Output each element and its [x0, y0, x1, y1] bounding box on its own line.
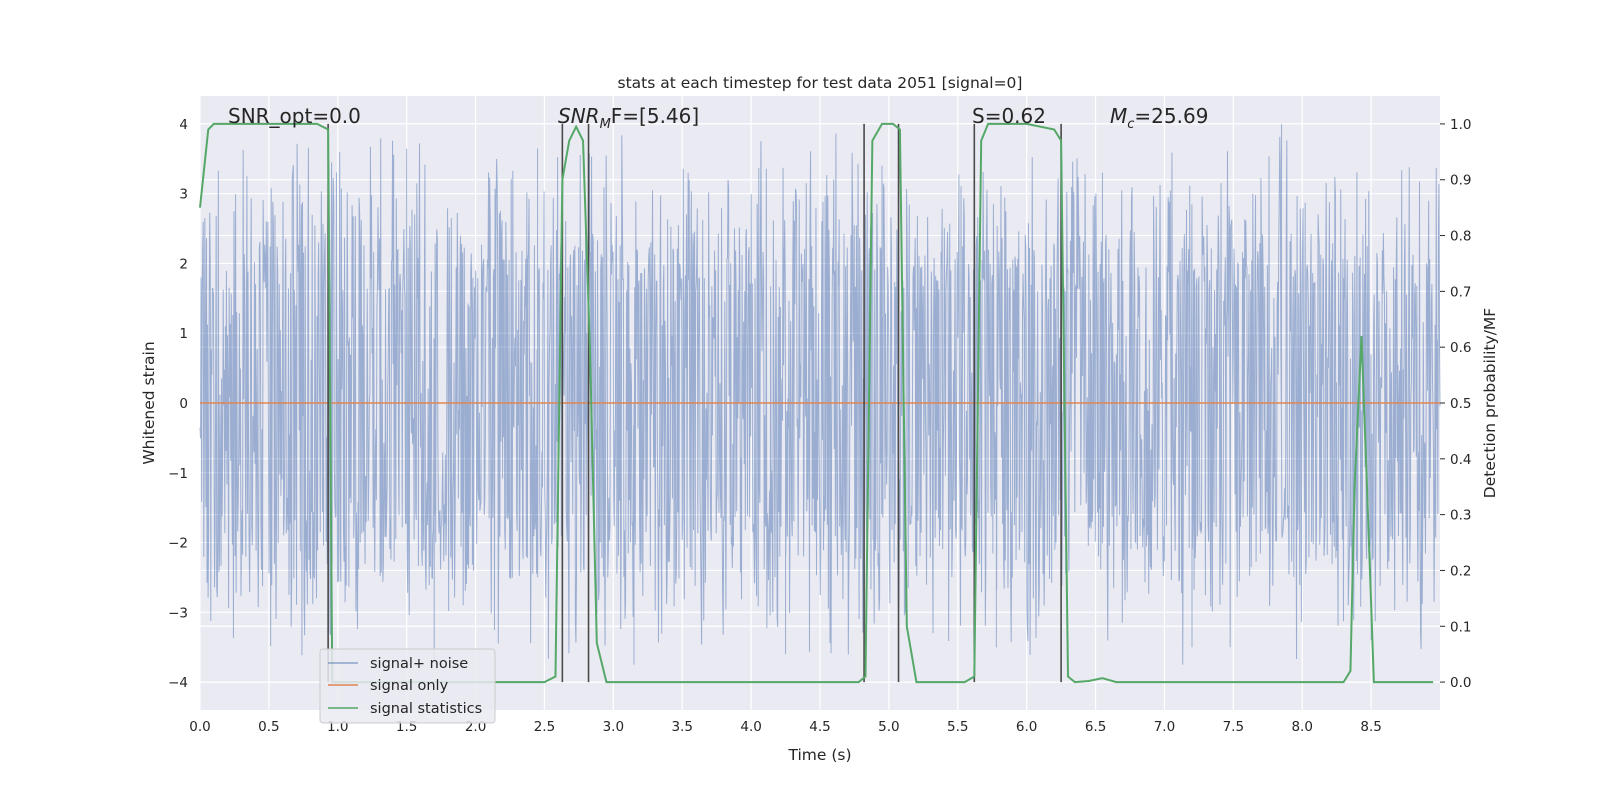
y-tick-label-right: 0.3 — [1450, 508, 1471, 524]
annotation-snr-mf-label: SNR — [558, 104, 600, 128]
annotation-s: S=0.62 — [972, 104, 1046, 128]
x-tick-label: 0.0 — [189, 719, 210, 735]
annotation-snr-opt: SNR_opt=0.0 — [228, 104, 361, 128]
series-signal-noise — [199, 123, 1441, 665]
x-tick-label: 3.5 — [671, 719, 692, 735]
chart-title: stats at each timestep for test data 205… — [618, 74, 1023, 92]
x-axis-title: Time (s) — [787, 746, 851, 764]
x-tick-label: 3.0 — [603, 719, 624, 735]
y-axis-title: Whitened strain — [140, 341, 158, 464]
y-tick-label-right: 0.5 — [1450, 396, 1471, 412]
legend: signal+ noise signal only signal statist… — [319, 648, 496, 724]
x-tick-label: 6.5 — [1085, 719, 1106, 735]
x-tick-label: 7.5 — [1223, 719, 1244, 735]
y-tick-label-right: 1.0 — [1450, 117, 1471, 133]
y-tick-label-right: 0.7 — [1450, 284, 1471, 300]
y-tick-label-right: 0.1 — [1450, 619, 1471, 635]
x-tick-label: 4.5 — [809, 719, 830, 735]
x-tick-label: 5.0 — [878, 719, 899, 735]
y-tick-label-right: 0.4 — [1450, 452, 1471, 468]
annotation-snr-mf-value: F=[5.46] — [611, 104, 699, 128]
y-tick-label: 0 — [179, 396, 188, 412]
x-tick-label: 8.0 — [1291, 719, 1312, 735]
legend-box — [319, 648, 496, 724]
x-tick-label: 4.0 — [740, 719, 761, 735]
y-tick-label: −1 — [168, 466, 188, 482]
y-tick-label-right: 0.0 — [1450, 675, 1471, 691]
right-y-ticks: 1.0 0.9 0.8 0.7 0.6 0.5 0.4 0.3 0.2 0.1 0.0 — [1440, 117, 1471, 691]
x-tick-label: 2.5 — [534, 719, 555, 735]
x-tick-label: 7.0 — [1154, 719, 1175, 735]
y-tick-label: −3 — [168, 605, 188, 621]
x-tick-label: 8.5 — [1360, 719, 1381, 735]
y-tick-label: 1 — [179, 326, 188, 342]
signal-noise-line — [199, 123, 1441, 665]
legend-label-signal-statistics: signal statistics — [370, 701, 482, 717]
annotation-mc-label: M — [1110, 104, 1127, 128]
y-tick-label: 3 — [179, 187, 188, 203]
annotation-mc-value: =25.69 — [1134, 104, 1208, 128]
annotation-snr-mf: SNRMF=[5.46] — [558, 104, 699, 132]
y-tick-label-right: 0.8 — [1450, 229, 1471, 245]
y-tick-label: 2 — [179, 256, 188, 272]
left-y-ticks: 4 3 2 1 0 −1 −2 −3 −4 — [168, 117, 188, 691]
x-tick-label: 5.5 — [947, 719, 968, 735]
annotation-mc-sub: c — [1127, 117, 1134, 132]
y-axis-title-right: Detection probability/MF — [1481, 308, 1499, 499]
annotation-snr-mf-sub: M — [600, 117, 611, 132]
y-tick-label-right: 0.9 — [1450, 173, 1471, 189]
x-tick-label: 6.0 — [1016, 719, 1037, 735]
legend-label-signal-only: signal only — [370, 678, 449, 694]
legend-label-signal-noise: signal+ noise — [370, 656, 468, 672]
y-tick-label-right: 0.2 — [1450, 563, 1471, 579]
y-tick-label: −2 — [168, 536, 188, 552]
y-tick-label-right: 0.6 — [1450, 340, 1471, 356]
annotation-mc: Mc=25.69 — [1110, 104, 1208, 132]
y-tick-label: −4 — [168, 675, 188, 691]
y-tick-label: 4 — [179, 117, 188, 133]
x-tick-label: 0.5 — [258, 719, 279, 735]
